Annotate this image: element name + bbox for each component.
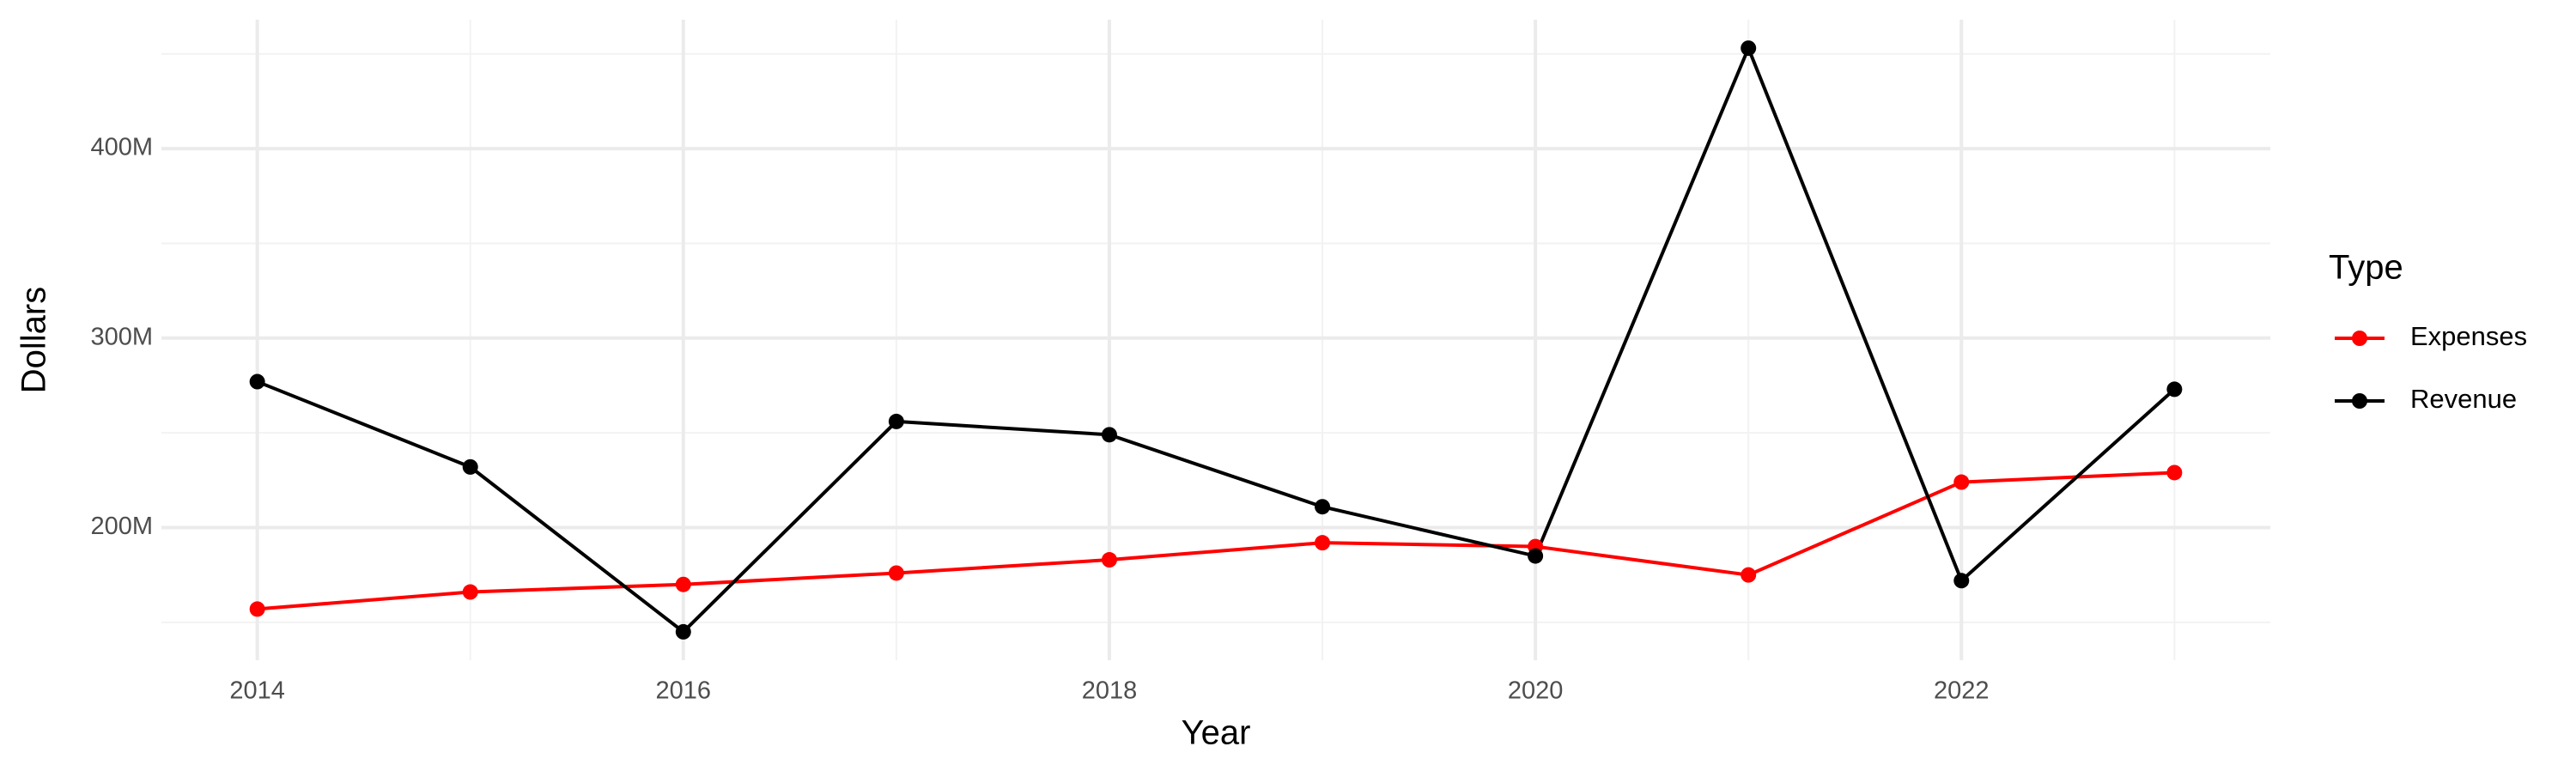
data-point [1953,474,1970,490]
data-point [1528,548,1544,564]
x-axis-title: Year [1182,714,1251,752]
data-point [1741,40,1757,57]
data-point [1315,535,1331,551]
y-tick-label: 200M [90,513,153,540]
x-tick-label: 2022 [1934,677,1990,705]
x-tick-label: 2014 [229,677,285,705]
y-tick-label: 300M [90,323,153,350]
plot-marks [249,40,2183,640]
major-grid [161,20,2270,660]
data-point [462,458,478,475]
x-tick-label: 2020 [1508,677,1564,705]
series-line [257,470,2175,611]
legend-key-point [2352,393,2367,409]
data-point [1953,573,1970,589]
data-point [675,623,691,640]
data-point [1315,499,1331,515]
legend-title: Type [2329,249,2403,287]
x-tick-label: 2018 [1082,677,1138,705]
legend-key-point [2352,331,2367,346]
minor-grid [161,20,2270,660]
data-point [2166,464,2183,481]
data-point [1741,567,1757,583]
y-axis-title: Dollars [15,287,53,393]
axes: 200M 300M 400M 2014 2016 2018 2020 2022 [90,134,1989,705]
data-point [462,584,478,600]
legend-label: Revenue [2410,384,2517,414]
data-point [249,373,265,390]
data-point [1101,552,1117,568]
data-point [675,576,691,592]
legend-label: Expenses [2410,321,2527,351]
y-tick-label: 400M [90,134,153,161]
x-tick-label: 2016 [656,677,712,705]
series-line [256,46,2176,634]
data-point [249,601,265,617]
data-point [888,565,904,581]
data-point [1101,427,1117,443]
data-point [2166,381,2183,398]
legend: Expenses Revenue [2335,321,2527,414]
data-point [888,413,904,429]
